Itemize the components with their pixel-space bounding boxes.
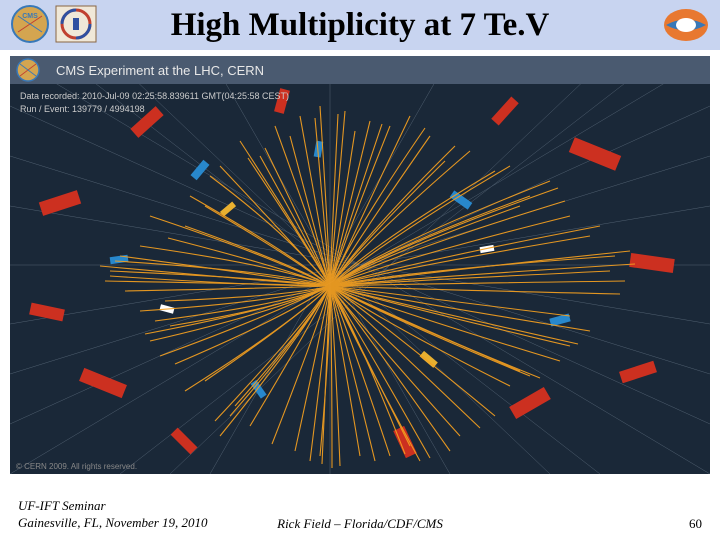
footer-seminar: UF-IFT Seminar: [18, 498, 208, 515]
footer-left: UF-IFT Seminar Gainesville, FL, November…: [18, 498, 208, 532]
event-display-panel: CMS Experiment at the LHC, CERN Data rec…: [10, 56, 710, 474]
collision-visualization: [10, 56, 710, 474]
event-meta-run: Run / Event: 139779 / 4994198: [20, 103, 289, 116]
event-meta-recorded: Data recorded: 2010-Jul-09 02:25:58.8396…: [20, 90, 289, 103]
event-header-bar: CMS Experiment at the LHC, CERN: [10, 56, 710, 84]
florida-logo-icon: [662, 6, 710, 44]
event-copyright: © CERN 2009. All rights reserved.: [16, 462, 137, 471]
cms-logo-icon: CMS: [8, 4, 52, 44]
cdf-logo-icon: [54, 4, 98, 44]
slide-header: CMS High Multiplicity at 7 Te.V: [0, 0, 720, 50]
slide-footer: UF-IFT Seminar Gainesville, FL, November…: [0, 498, 720, 532]
footer-page-number: 60: [689, 516, 702, 532]
event-header-text: CMS Experiment at the LHC, CERN: [56, 63, 264, 78]
header-logo-right: [662, 6, 710, 49]
svg-text:CMS: CMS: [22, 13, 38, 20]
header-logos-left: CMS: [8, 4, 98, 44]
event-metadata: Data recorded: 2010-Jul-09 02:25:58.8396…: [20, 90, 289, 115]
footer-author: Rick Field – Florida/CDF/CMS: [277, 516, 443, 532]
footer-location-date: Gainesville, FL, November 19, 2010: [18, 515, 208, 532]
cms-small-logo-icon: [14, 58, 52, 87]
slide-title: High Multiplicity at 7 Te.V: [0, 7, 720, 44]
